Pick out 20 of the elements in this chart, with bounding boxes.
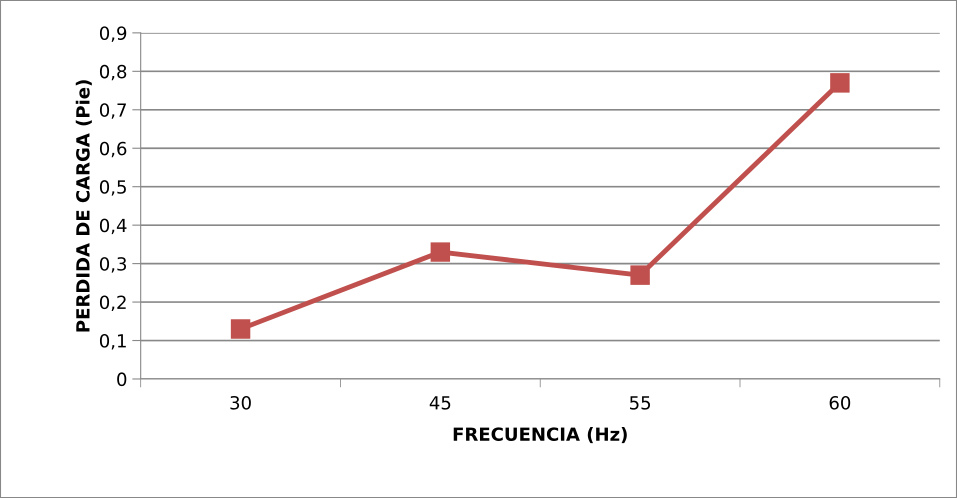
y-tick-label: 0,6 — [100, 142, 126, 158]
x-tick-label: 30 — [230, 396, 251, 410]
y-tick-label: 0,3 — [100, 257, 126, 273]
y-tick-label: 0,4 — [100, 218, 126, 234]
y-tick-label: 0,5 — [100, 180, 126, 196]
point — [830, 73, 850, 93]
y-tick-label: 0,9 — [100, 26, 126, 42]
y-tick-label: 0,1 — [100, 334, 126, 350]
point — [630, 265, 650, 285]
x-axis-title: FRECUENCIA (Hz) — [454, 427, 627, 444]
x-tick-label: 60 — [830, 396, 850, 410]
y-tick-label: 0,7 — [100, 103, 126, 119]
x-tick-label: 55 — [630, 396, 650, 410]
y-tick-label: 0,2 — [100, 296, 126, 312]
x-tick-label: 45 — [430, 396, 450, 410]
point — [230, 319, 250, 339]
y-tick-label: 0,8 — [100, 64, 126, 80]
y-axis-title: PERDIDA DE CARGA (Pie) — [76, 80, 92, 332]
point — [430, 242, 450, 262]
y-tick-label: 0 — [117, 372, 126, 386]
